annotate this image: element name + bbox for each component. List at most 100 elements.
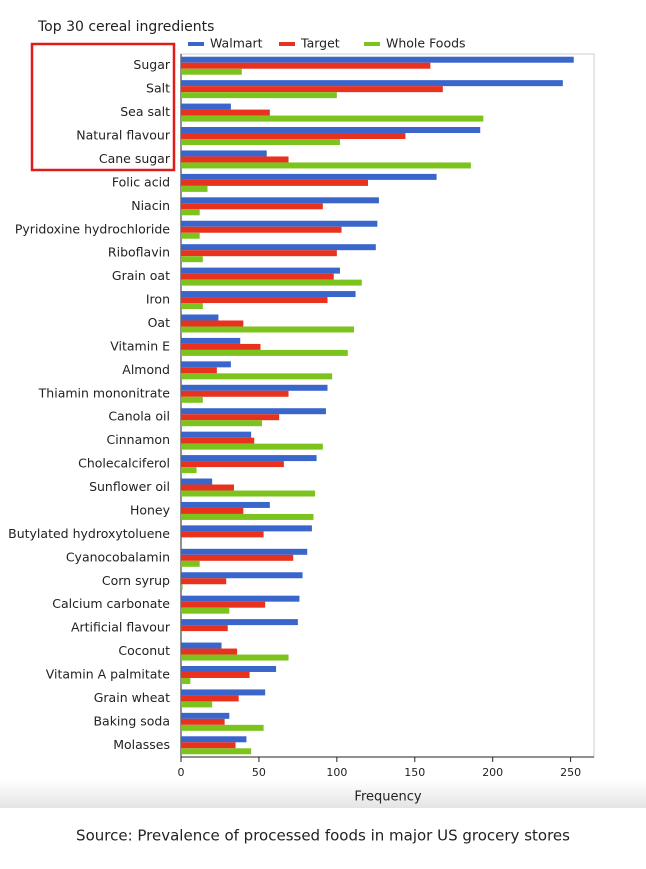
y-tick-label: Sugar: [133, 57, 170, 72]
bar: [181, 139, 340, 146]
bar: [181, 337, 241, 344]
bar: [181, 226, 342, 233]
highlight-box: [30, 42, 176, 172]
bar: [181, 513, 314, 520]
bar: [181, 689, 266, 696]
x-tick-label: 250: [560, 766, 581, 779]
bar: [181, 554, 294, 561]
bar: [181, 484, 234, 491]
bar: [181, 467, 197, 474]
bar: [181, 349, 348, 356]
bar: [181, 103, 231, 110]
bar: [181, 531, 264, 538]
bar: [181, 68, 242, 75]
y-tick-label: Folic acid: [112, 174, 170, 189]
bar: [181, 584, 183, 591]
y-tick-label: Coconut: [118, 643, 170, 658]
bar: [181, 156, 289, 163]
x-tick-label: 50: [252, 766, 266, 779]
bar: [181, 490, 316, 497]
bar: [181, 203, 323, 210]
bar: [181, 701, 213, 708]
footer-band: [0, 780, 646, 808]
source: Source: Prevalence of processed foods in…: [76, 827, 570, 845]
bar: [181, 92, 337, 99]
bar: [181, 185, 208, 192]
y-tick-label: Grain wheat: [94, 690, 170, 705]
bar: [181, 56, 574, 63]
bar: [181, 420, 263, 427]
bar: [181, 718, 225, 725]
x-tick-label: 200: [482, 766, 503, 779]
bar: [181, 748, 252, 755]
y-tick-label: Sea salt: [120, 104, 170, 119]
bar: [181, 173, 437, 180]
y-tick-label: Salt: [146, 81, 170, 96]
bar: [181, 133, 406, 140]
legend-label: Whole Foods: [386, 36, 466, 51]
bar: [181, 695, 239, 702]
bar: [181, 548, 308, 555]
bar: [181, 461, 284, 468]
bar: [181, 115, 484, 122]
bar: [181, 297, 328, 304]
bar: [181, 478, 213, 485]
bar: [181, 267, 340, 274]
bar: [181, 127, 481, 134]
y-tick-label: Vitamin E: [110, 338, 170, 353]
y-tick-label: Artificial flavour: [71, 620, 171, 635]
bar: [181, 507, 244, 514]
x-tick-label: 150: [404, 766, 425, 779]
bar: [181, 361, 231, 368]
y-tick-label: Molasses: [113, 737, 170, 752]
bar: [181, 109, 270, 116]
bar: [181, 396, 203, 403]
bar: [181, 326, 354, 333]
bar: [181, 595, 300, 602]
y-tick-label: Honey: [130, 502, 171, 517]
bar: [181, 62, 431, 69]
bar: [181, 607, 230, 614]
y-tick-label: Riboflavin: [108, 245, 170, 260]
y-tick-label: Cinnamon: [107, 432, 170, 447]
bar: [181, 525, 312, 532]
y-tick-label: Grain oat: [112, 268, 170, 283]
y-tick-label: Niacin: [131, 198, 170, 213]
bar: [181, 560, 200, 567]
bar: [181, 742, 236, 749]
bar: [181, 220, 378, 227]
bar: [181, 256, 203, 263]
bar: [181, 150, 267, 157]
y-tick-label: Iron: [146, 292, 170, 307]
bar: [181, 209, 200, 216]
bar: [181, 179, 369, 186]
chart-title: Top 30 cereal ingredients: [37, 19, 214, 35]
legend-label: Walmart: [210, 36, 263, 51]
y-tick-label: Cyanocobalamin: [66, 549, 170, 564]
legend-label: Target: [300, 36, 340, 51]
bar: [181, 244, 376, 251]
y-tick-label: Baking soda: [93, 713, 170, 728]
bar: [181, 601, 266, 608]
bar: [181, 619, 298, 626]
bar: [181, 578, 227, 585]
bar: [181, 654, 289, 661]
bar: [181, 443, 323, 450]
bar: [181, 408, 326, 415]
bar: [181, 384, 328, 391]
y-tick-label: Pyridoxine hydrochloride: [15, 221, 170, 236]
bar: [181, 665, 277, 672]
bar: [181, 648, 238, 655]
bar: [181, 303, 203, 310]
bar: [181, 197, 379, 204]
x-tick-label: 100: [326, 766, 347, 779]
bar: [181, 343, 261, 350]
y-tick-label: Corn syrup: [102, 573, 170, 588]
bar: [181, 232, 200, 239]
bar: [181, 455, 317, 462]
bar: [181, 736, 247, 743]
bar: [181, 162, 471, 169]
bar: [181, 431, 252, 438]
bar: [181, 572, 303, 579]
